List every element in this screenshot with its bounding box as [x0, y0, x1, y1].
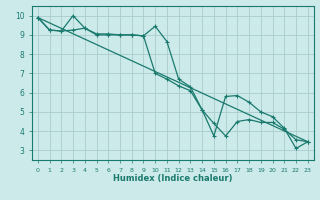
X-axis label: Humidex (Indice chaleur): Humidex (Indice chaleur) — [113, 174, 233, 183]
